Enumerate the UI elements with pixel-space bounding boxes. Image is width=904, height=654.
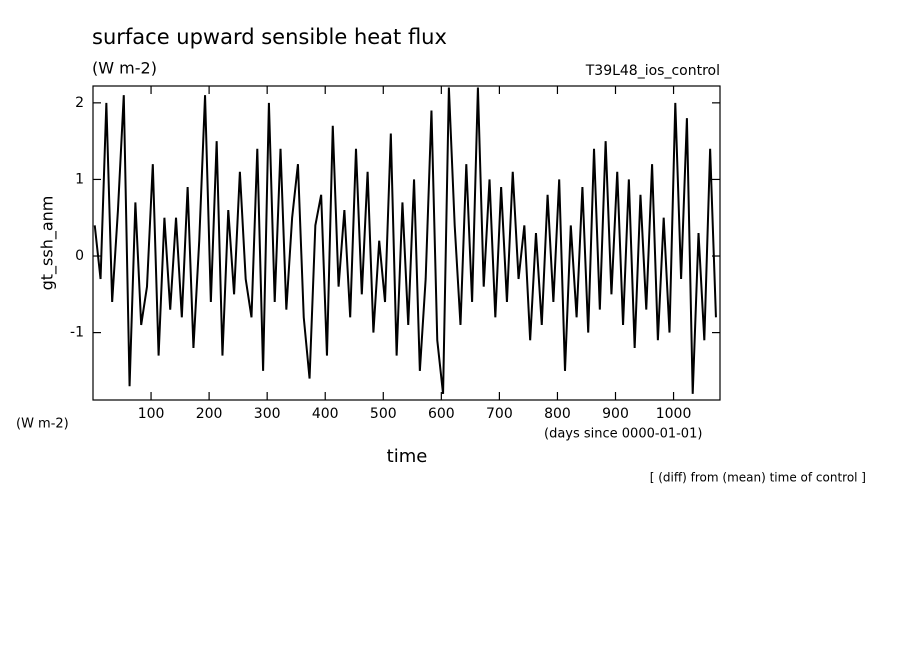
units: (W m-2) bbox=[92, 59, 157, 78]
plot-frame bbox=[92, 85, 721, 401]
x-tick-label: 600 bbox=[428, 406, 455, 422]
x-units: (days since 0000-01-01) bbox=[544, 427, 702, 442]
x-tick-label: 800 bbox=[544, 406, 571, 422]
x-tick-label: 300 bbox=[254, 406, 281, 422]
x-tick-label: 400 bbox=[312, 406, 339, 422]
y-tick-label: 2 bbox=[75, 95, 84, 111]
x-tick-label: 900 bbox=[602, 406, 629, 422]
data-line bbox=[93, 87, 717, 394]
x-tick-label: 1000 bbox=[656, 406, 692, 422]
y-tick-label: 0 bbox=[75, 248, 84, 264]
y-axis-label: gt_ssh_anm bbox=[38, 196, 58, 291]
run-label: T39L48_ios_control bbox=[585, 63, 720, 79]
x-tick-label: 200 bbox=[196, 406, 223, 422]
chart-title: surface upward sensible heat flux bbox=[92, 25, 447, 49]
x-tick-label: 700 bbox=[486, 406, 513, 422]
note: [ (diff) from (mean) time of control ] bbox=[650, 471, 866, 485]
x-tick-label: 500 bbox=[370, 406, 397, 422]
y-units: (W m-2) bbox=[16, 417, 69, 432]
x-tick-label: 100 bbox=[138, 406, 165, 422]
y-tick-label: 1 bbox=[75, 171, 84, 187]
y-tick-label: -1 bbox=[70, 325, 84, 341]
x-axis-label: time bbox=[387, 446, 428, 467]
